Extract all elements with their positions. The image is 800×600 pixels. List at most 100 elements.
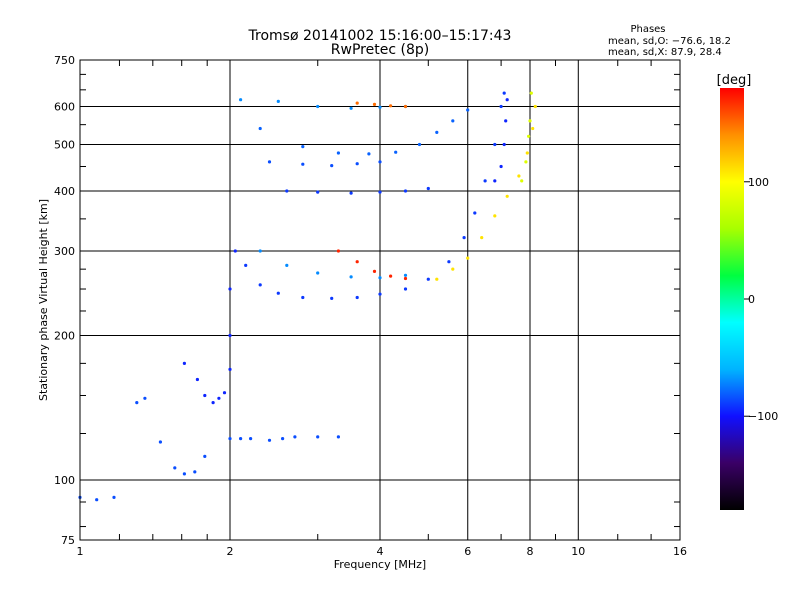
- echo-point: [451, 267, 455, 271]
- echo-point: [267, 160, 272, 164]
- y-tick-label: 500: [54, 139, 75, 152]
- echo-point: [135, 401, 139, 405]
- echo-point: [349, 275, 353, 279]
- echo-point: [276, 291, 280, 295]
- echo-point: [316, 435, 320, 439]
- echo-point: [480, 236, 484, 240]
- echo-point: [372, 269, 377, 273]
- echo-point: [493, 214, 497, 218]
- echo-point: [505, 98, 509, 102]
- echo-point: [435, 130, 439, 134]
- echo-point: [531, 126, 535, 131]
- echo-point: [426, 186, 430, 191]
- echo-point: [316, 271, 320, 275]
- echo-trace: [520, 91, 533, 183]
- y-tick-label: 300: [54, 245, 75, 258]
- colorbar-group: [deg] 100 0 −100: [717, 73, 778, 510]
- stats-line-x: mean, sd,X: 87.9, 28.4: [608, 47, 722, 58]
- y-tick-label: 100: [54, 474, 75, 487]
- echo-point: [349, 106, 353, 110]
- echo-point: [403, 189, 408, 193]
- echo-trace: [182, 249, 237, 405]
- echo-point: [505, 194, 509, 198]
- echo-point: [267, 438, 272, 442]
- echo-trace: [435, 104, 537, 281]
- echo-point: [527, 134, 531, 138]
- echo-point: [403, 276, 408, 281]
- echo-point: [239, 437, 243, 441]
- echo-point: [95, 498, 99, 502]
- echo-trace: [493, 98, 509, 183]
- x-axis-label: Frequency [MHz]: [334, 558, 426, 571]
- echo-point: [502, 91, 506, 95]
- x-tick-label: 4: [377, 545, 384, 558]
- echo-point: [520, 179, 524, 183]
- echo-point: [473, 211, 477, 215]
- echo-point: [378, 160, 382, 164]
- echo-point: [502, 142, 506, 147]
- echo-point: [285, 189, 289, 193]
- echo-trace: [285, 186, 430, 195]
- echo-point: [355, 162, 359, 166]
- echo-point: [239, 98, 243, 102]
- echo-point: [233, 249, 237, 253]
- echo-point: [462, 236, 466, 240]
- x-tick-label: 2: [227, 545, 234, 558]
- colorbar-tick-label: 100: [748, 176, 769, 189]
- echo-point: [349, 191, 353, 195]
- echo-point: [301, 162, 305, 166]
- echo-point: [211, 401, 215, 405]
- echo-point: [276, 99, 280, 103]
- echo-point: [528, 119, 532, 123]
- echo-trace: [228, 435, 340, 442]
- echo-point: [378, 105, 382, 109]
- echo-point: [182, 361, 186, 365]
- chart-title-line2: RwPretec (8p): [331, 42, 429, 58]
- echo-point: [403, 287, 408, 291]
- echo-point: [228, 367, 232, 371]
- echo-trace: [239, 98, 408, 110]
- x-tick-label: 8: [527, 545, 534, 558]
- echo-point: [499, 104, 503, 109]
- echo-point: [524, 160, 528, 164]
- echo-point: [182, 472, 186, 476]
- echo-point: [367, 152, 371, 156]
- echo-point: [378, 190, 382, 194]
- echo-point: [426, 277, 430, 281]
- echo-point: [228, 287, 232, 291]
- echo-point: [451, 119, 455, 123]
- echo-point: [417, 142, 422, 147]
- echo-point: [372, 102, 377, 106]
- echo-point: [499, 164, 503, 169]
- echo-point: [330, 164, 334, 168]
- echo-point: [217, 396, 221, 400]
- y-tick-label: 600: [54, 101, 75, 114]
- echo-point: [355, 101, 359, 105]
- echo-point: [403, 104, 408, 109]
- echo-point: [228, 437, 232, 441]
- echo-point: [466, 108, 470, 112]
- y-tick-label: 750: [54, 54, 75, 67]
- echo-point: [301, 295, 305, 300]
- stats-label: Phases: [630, 24, 665, 35]
- echo-point: [301, 145, 305, 149]
- echo-point: [316, 190, 320, 194]
- echo-point: [447, 260, 451, 264]
- echo-point: [533, 104, 537, 109]
- echo-point: [336, 435, 340, 439]
- echo-trace: [78, 396, 207, 502]
- x-tick-label: 1: [77, 545, 84, 558]
- echo-point: [112, 495, 116, 499]
- echo-trace: [267, 160, 382, 168]
- chart-title-line1: Tromsø 20141002 15:16:00–15:17:43: [248, 28, 512, 44]
- echo-point: [173, 466, 177, 470]
- echo-trace: [258, 249, 408, 280]
- echo-point: [258, 249, 262, 253]
- echo-point: [281, 437, 285, 441]
- echo-trace: [258, 108, 470, 156]
- echo-point: [529, 91, 533, 95]
- echo-point: [493, 179, 497, 183]
- echo-point: [293, 435, 297, 439]
- echo-point: [355, 295, 359, 300]
- echo-point: [435, 277, 439, 281]
